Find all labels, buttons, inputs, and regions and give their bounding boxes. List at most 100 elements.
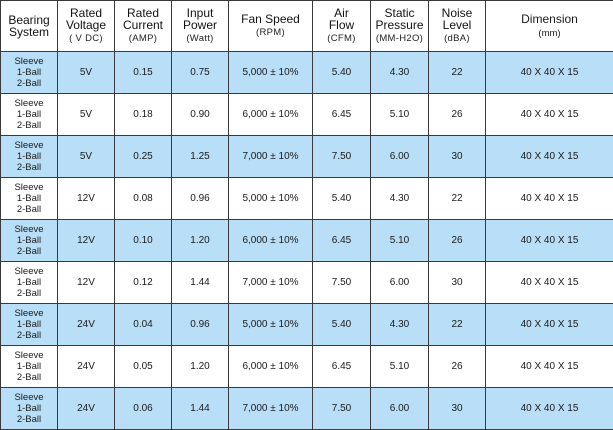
bearing-option: 2-Ball [16,78,42,89]
table-row: Sleeve 1-Ball 2-Ball 24V 0.05 1.20 6,000 ± 10%… [0,345,613,388]
bearing-option: Sleeve [14,350,44,361]
cell-power: 1.20 [171,345,229,388]
bearing-option: 1-Ball [16,277,42,288]
cell-voltage: 24V [57,387,115,430]
header-row: Bearing System Rated Voltage ( V DC) Rat… [0,0,613,52]
cell-power: 0.96 [171,177,229,220]
cell-dimension: 40 X 40 X 15 [485,303,613,346]
cell-fan-speed: 5,000 ± 10% [228,51,313,94]
cell-air-flow: 7.50 [312,387,371,430]
bearing-option: 2-Ball [16,372,42,383]
header-input-power: Input Power (Watt) [171,0,229,52]
cell-noise-level: 26 [428,93,486,136]
cell-static-pressure: 5.10 [370,345,429,388]
bearing-option: 2-Ball [16,246,42,257]
cell-noise-level: 30 [428,135,486,178]
cell-static-pressure: 6.00 [370,135,429,178]
header-dimension: Dimension (mm) [485,0,613,52]
table-row: Sleeve 1-Ball 2-Ball 12V 0.08 0.96 5,000 ± 10%… [0,177,613,220]
header-bearing-system: Bearing System [0,0,58,52]
cell-fan-speed: 5,000 ± 10% [228,303,313,346]
bearing-option: 1-Ball [16,403,42,414]
cell-air-flow: 6.45 [312,219,371,262]
cell-current: 0.08 [114,177,172,220]
cell-current: 0.06 [114,387,172,430]
cell-air-flow: 5.40 [312,177,371,220]
cell-dimension: 40 X 40 X 15 [485,177,613,220]
cell-bearing-system: Sleeve 1-Ball 2-Ball [0,51,58,94]
cell-static-pressure: 6.00 [370,261,429,304]
spec-table-body: Sleeve 1-Ball 2-Ball 5V 0.15 0.75 5,000 ± 10% 5… [0,51,613,430]
cell-fan-speed: 7,000 ± 10% [228,387,313,430]
cell-air-flow: 7.50 [312,135,371,178]
cell-voltage: 12V [57,261,115,304]
cell-voltage: 12V [57,177,115,220]
cell-noise-level: 26 [428,219,486,262]
bearing-option: 1-Ball [16,67,42,78]
table-row: Sleeve 1-Ball 2-Ball 5V 0.18 0.90 6,000 ± 10% 6… [0,93,613,136]
cell-static-pressure: 4.30 [370,303,429,346]
cell-air-flow: 5.40 [312,303,371,346]
cell-power: 1.20 [171,219,229,262]
cell-fan-speed: 6,000 ± 10% [228,93,313,136]
bearing-option: 2-Ball [16,330,42,341]
cell-power: 0.90 [171,93,229,136]
table-row: Sleeve 1-Ball 2-Ball 12V 0.10 1.20 6,000 ± 10%… [0,219,613,262]
cell-noise-level: 30 [428,387,486,430]
cell-power: 1.44 [171,387,229,430]
header-fan-speed: Fan Speed (RPM) [228,0,313,52]
cell-voltage: 5V [57,51,115,94]
cell-noise-level: 26 [428,345,486,388]
cell-static-pressure: 4.30 [370,51,429,94]
bearing-option: Sleeve [14,224,44,235]
cell-power: 0.96 [171,303,229,346]
cell-bearing-system: Sleeve 1-Ball 2-Ball [0,177,58,220]
cell-noise-level: 30 [428,261,486,304]
cell-voltage: 5V [57,93,115,136]
cell-static-pressure: 5.10 [370,93,429,136]
cell-dimension: 40 X 40 X 15 [485,51,613,94]
cell-fan-speed: 6,000 ± 10% [228,345,313,388]
cell-current: 0.18 [114,93,172,136]
cell-current: 0.15 [114,51,172,94]
cell-fan-speed: 7,000 ± 10% [228,261,313,304]
table-row: Sleeve 1-Ball 2-Ball 5V 0.15 0.75 5,000 ± 10% 5… [0,51,613,94]
cell-bearing-system: Sleeve 1-Ball 2-Ball [0,345,58,388]
bearing-option: Sleeve [14,266,44,277]
table-row: Sleeve 1-Ball 2-Ball 24V 0.04 0.96 5,000 ± 10%… [0,303,613,346]
bearing-option: Sleeve [14,182,44,193]
bearing-option: 1-Ball [16,361,42,372]
header-rated-voltage: Rated Voltage ( V DC) [57,0,115,52]
cell-power: 1.25 [171,135,229,178]
cell-dimension: 40 X 40 X 15 [485,93,613,136]
cell-current: 0.05 [114,345,172,388]
cell-current: 0.25 [114,135,172,178]
cell-air-flow: 6.45 [312,345,371,388]
cell-current: 0.12 [114,261,172,304]
cell-dimension: 40 X 40 X 15 [485,387,613,430]
table-row: Sleeve 1-Ball 2-Ball 24V 0.06 1.44 7,000 ± 10%… [0,387,613,430]
bearing-option: 1-Ball [16,151,42,162]
header-noise-level: Noise Level (dBA) [428,0,486,52]
cell-dimension: 40 X 40 X 15 [485,261,613,304]
cell-fan-speed: 5,000 ± 10% [228,177,313,220]
cell-power: 1.44 [171,261,229,304]
bearing-option: 2-Ball [16,162,42,173]
cell-current: 0.10 [114,219,172,262]
cell-static-pressure: 6.00 [370,387,429,430]
cell-bearing-system: Sleeve 1-Ball 2-Ball [0,387,58,430]
bearing-option: Sleeve [14,56,44,67]
cell-voltage: 12V [57,219,115,262]
bearing-option: Sleeve [14,140,44,151]
cell-dimension: 40 X 40 X 15 [485,135,613,178]
cell-fan-speed: 7,000 ± 10% [228,135,313,178]
cell-power: 0.75 [171,51,229,94]
table-row: Sleeve 1-Ball 2-Ball 12V 0.12 1.44 7,000 ± 10%… [0,261,613,304]
cell-air-flow: 6.45 [312,93,371,136]
cell-bearing-system: Sleeve 1-Ball 2-Ball [0,261,58,304]
cell-air-flow: 5.40 [312,51,371,94]
cell-fan-speed: 6,000 ± 10% [228,219,313,262]
cell-static-pressure: 4.30 [370,177,429,220]
table-row: Sleeve 1-Ball 2-Ball 5V 0.25 1.25 7,000 ± 10% 7… [0,135,613,178]
cell-bearing-system: Sleeve 1-Ball 2-Ball [0,135,58,178]
